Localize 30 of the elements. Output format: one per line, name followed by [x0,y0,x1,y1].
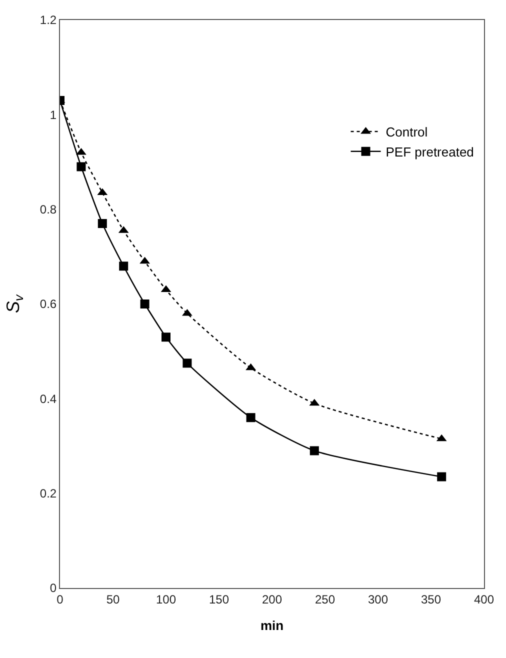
point [98,219,107,228]
point [140,256,150,264]
y-tick-label: 0.4 [40,392,57,406]
point [246,363,256,370]
x-tick-label: 250 [314,592,336,606]
x-tick-label: 100 [156,592,176,606]
point [140,300,150,308]
x-axis-title: min [260,618,284,633]
y-tick-label: 0.8 [40,202,57,217]
x-tick-label: 200 [262,592,282,606]
x-tick-label: 50 [106,592,120,606]
y-tick-label: 0.2 [40,486,57,501]
y-tick-label: 0.6 [40,297,57,312]
y-tick-label: 1.2 [40,13,57,28]
point [182,308,192,316]
x-tick-label: 350 [420,592,442,606]
point [310,446,319,456]
x-tick-label: 300 [368,592,388,606]
y-tick-label: 1 [50,108,57,122]
point [119,262,128,271]
x-tick-label: 400 [474,592,494,606]
point [76,162,86,172]
point [437,472,446,482]
point [246,413,256,422]
point [162,332,170,342]
y-tick-label: 0 [50,581,57,596]
legend-label: PEF pretreated [386,144,474,160]
x-tick-label: 150 [208,592,230,606]
legend-label: Control [386,124,428,140]
point [182,358,192,368]
